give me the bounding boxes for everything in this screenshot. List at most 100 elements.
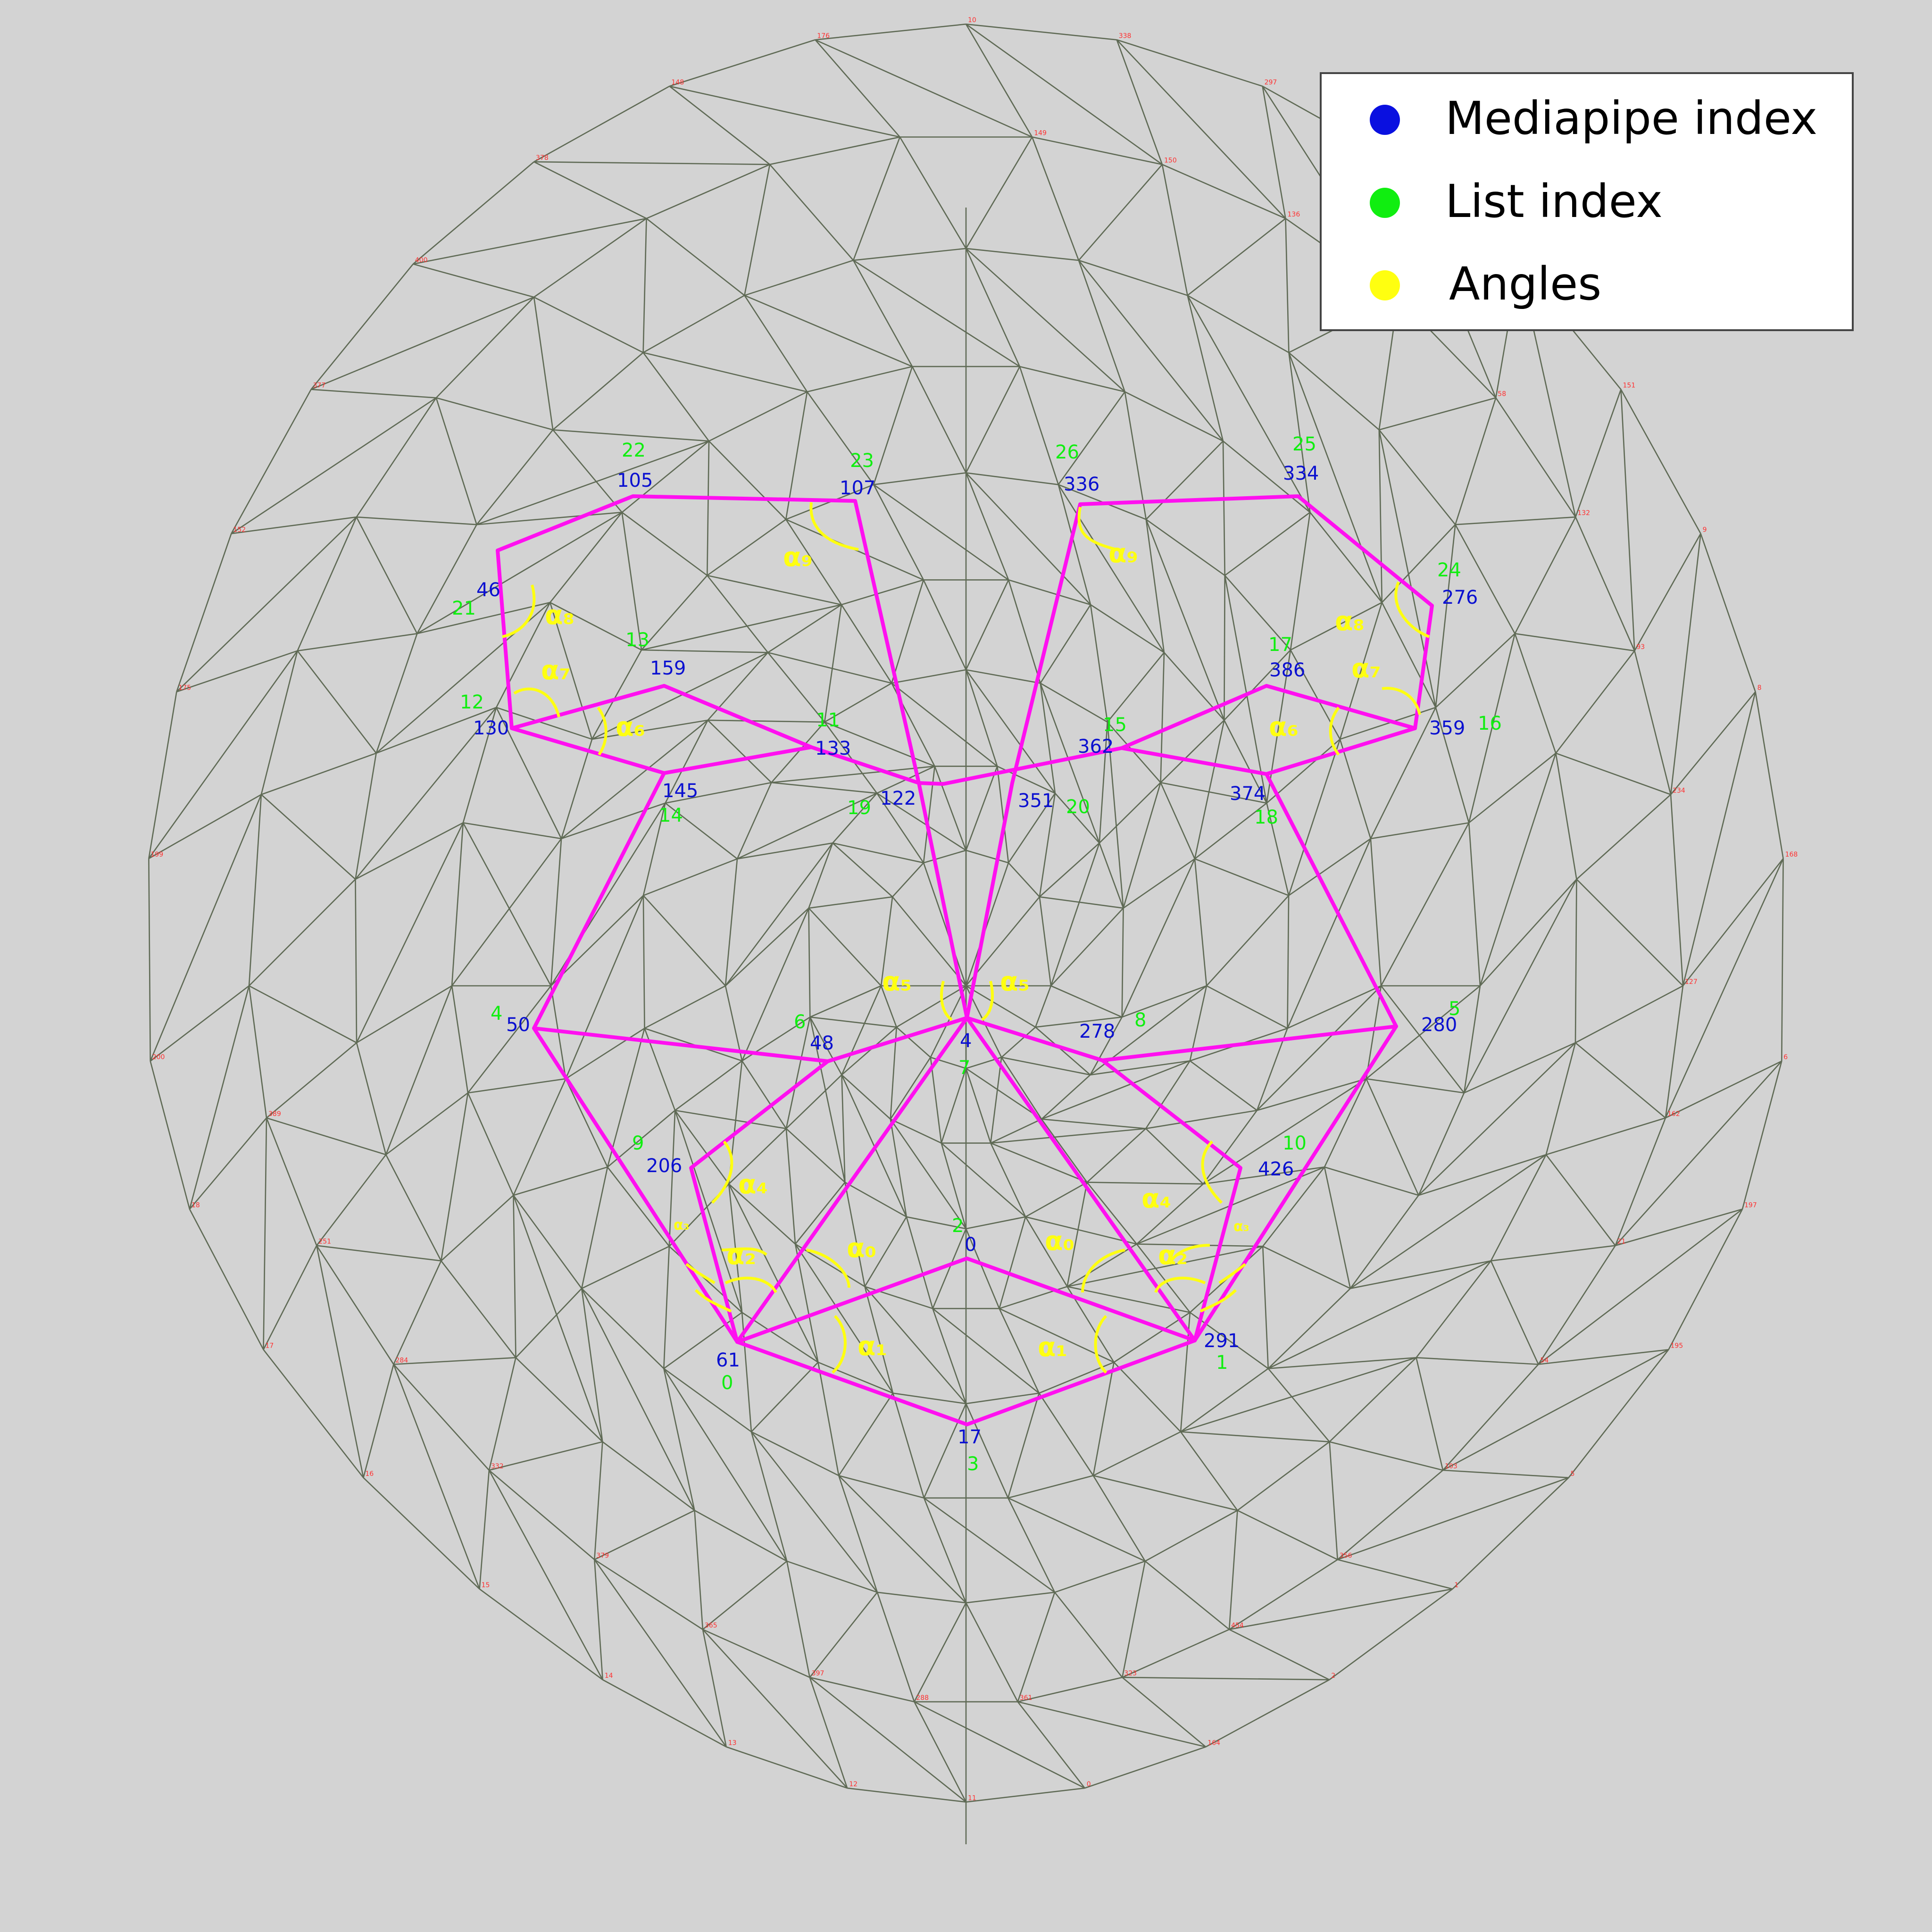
list-index-label: 20 [1066,796,1090,818]
angle-label: α₈ [545,600,575,631]
vertex-index-label: 93 [1636,643,1645,651]
list-index-label: 2 [952,1215,964,1237]
vertex-index-label: 199 [150,851,163,858]
mediapipe-index-label: 336 [1064,474,1099,495]
vertex-index-label: 0 [1087,1781,1091,1788]
angle-label: α₃ [674,1217,690,1233]
vertex-index-label: 323 [1124,1670,1137,1677]
list-index-label: 9 [632,1133,644,1154]
vertex-index-label: 377 [313,382,326,390]
mediapipe-index-label: 426 [1258,1158,1294,1180]
angle-label: α₉ [783,542,813,573]
legend: Mediapipe index List index Angles [1321,73,1853,330]
legend-label-angles: Angles [1449,258,1601,310]
angle-label: α₇ [1351,653,1381,684]
list-index-label: 24 [1437,559,1461,581]
vertex-index-label: 389 [268,1110,281,1118]
angle-label: α₁ [858,1331,887,1362]
list-index-label: 10 [1282,1133,1307,1154]
vertex-index-label: 14 [605,1672,613,1680]
list-index-label: 18 [1254,807,1278,828]
legend-label-mediapipe: Mediapipe index [1445,92,1817,145]
legend-dot-angles [1370,270,1400,300]
vertex-index-label: 152 [233,526,246,533]
vertex-index-label: 454 [1231,1622,1244,1630]
mediapipe-index-label: 107 [840,477,875,499]
mediapipe-index-label: 17 [958,1426,982,1448]
vertex-index-label: 149 [1034,130,1047,137]
angle-label: α₃ [1233,1218,1249,1235]
vertex-index-label: 1 [1454,1582,1458,1589]
vertex-index-label: 164 [1208,1740,1220,1747]
vertex-index-label: 234 [1673,787,1685,795]
mediapipe-index-label: 362 [1078,736,1114,758]
vertex-index-label: 127 [1685,978,1698,986]
vertex-index-label: 297 [1265,79,1277,86]
list-index-label: 16 [1478,713,1502,734]
vertex-index-label: 12 [849,1781,858,1788]
mediapipe-index-label: 0 [965,1234,976,1256]
list-index-label: 23 [850,450,874,472]
vertex-index-label: 378 [536,154,549,162]
mediapipe-index-label: 105 [617,470,653,491]
vertex-index-label: 2 [1331,1672,1335,1680]
vertex-index-label: 284 [396,1357,408,1365]
angle-label: α₇ [541,655,571,686]
vertex-index-label: 6 [1783,1054,1788,1061]
vertex-index-label: 9 [1703,526,1707,533]
vertex-index-label: 176 [817,32,830,40]
mediapipe-index-label: 374 [1230,783,1266,805]
vertex-index-label: 18 [192,1202,200,1209]
vertex-index-label: 361 [1020,1694,1033,1702]
list-index-label: 8 [1134,1009,1146,1031]
angle-label: α₂ [726,1240,756,1271]
angle-label: α₉ [1108,538,1138,569]
mediapipe-index-label: 130 [473,717,509,739]
vertex-index-label: 5 [1571,1470,1575,1478]
vertex-index-label: 175 [178,684,191,692]
vertex-index-label: 13 [728,1740,737,1747]
vertex-index-label: 151 [1623,382,1636,390]
list-index-label: 0 [721,1372,733,1394]
vertex-index-label: 58 [1498,390,1506,398]
mediapipe-index-label: 61 [716,1349,740,1371]
vertex-index-label: 11 [968,1794,976,1802]
list-index-label: 22 [622,440,646,461]
vertex-index-label: 8 [1757,684,1762,692]
vertex-index-label: 332 [491,1463,504,1470]
list-index-label: 4 [491,1003,502,1024]
mediapipe-index-label: 351 [1018,790,1054,812]
vertex-index-label: 16 [365,1470,374,1478]
mediapipe-index-label: 145 [662,780,698,802]
list-index-label: 25 [1292,433,1316,455]
list-index-label: 17 [1268,634,1292,656]
vertex-index-label: 251 [318,1238,331,1246]
mediapipe-index-label: 386 [1269,659,1305,681]
vertex-index-label: 103 [1445,1463,1457,1470]
legend-label-list: List index [1445,175,1663,228]
vertex-index-label: 397 [812,1670,824,1677]
angle-label: α₆ [616,712,645,742]
vertex-index-label: 400 [415,257,428,264]
vertex-index-label: 379 [596,1552,609,1560]
vertex-index-label: 17 [266,1342,274,1349]
vertex-index-label: 200 [152,1054,165,1061]
vertex-index-label: 288 [916,1694,929,1702]
list-index-label: 12 [460,691,484,713]
angle-label: α₅ [1000,966,1030,997]
legend-dot-mediapipe [1370,105,1400,135]
list-index-label: 7 [958,1057,970,1079]
list-index-label: 1 [1216,1352,1228,1374]
angle-label: α₈ [1335,606,1365,637]
vertex-index-label: 150 [1164,157,1177,165]
mediapipe-index-label: 291 [1204,1330,1240,1352]
vertex-index-label: 162 [1667,1110,1680,1118]
vertex-index-label: 356 [1340,1552,1352,1560]
mediapipe-index-label: 278 [1079,1021,1115,1042]
list-index-label: 11 [816,709,840,731]
vertex-index-label: 148 [671,79,684,86]
angle-label: α₆ [1269,712,1299,742]
vertex-index-label: 365 [705,1622,717,1630]
list-index-label: 26 [1055,441,1079,463]
